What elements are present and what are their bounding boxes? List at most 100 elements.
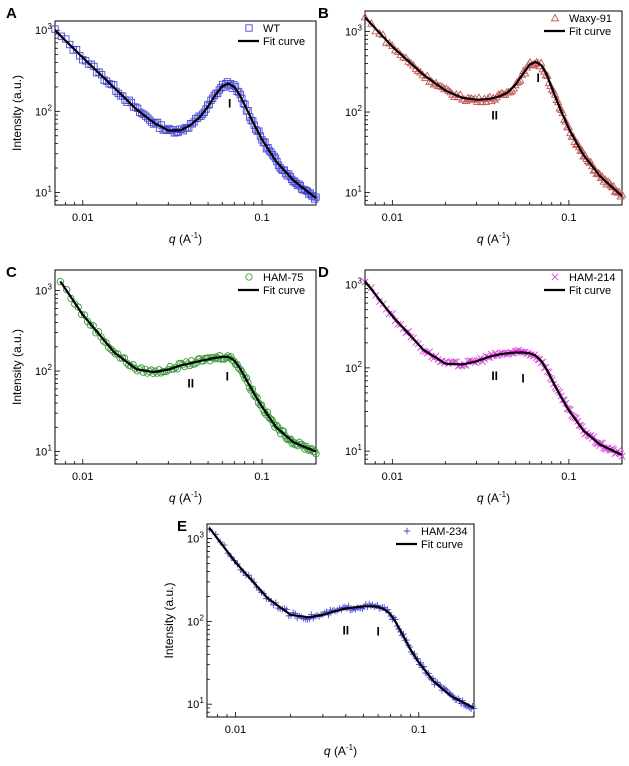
panel-c-data-point <box>275 426 283 434</box>
panel-b-letter: B <box>318 5 329 22</box>
panel-c-data-point <box>236 365 244 374</box>
panel-d-data-point <box>394 320 402 328</box>
panel-c-data-point <box>107 345 115 353</box>
panel-c-data-point <box>244 378 252 387</box>
panel-c-data-point <box>268 416 276 424</box>
panel-c-y-tick-label: 10 <box>35 447 47 459</box>
panel-e-data-point <box>470 705 478 712</box>
panel-c-data-point <box>102 339 110 347</box>
panel-a-data-point <box>119 92 127 100</box>
panel-c-x-tick-label: 0.01 <box>72 471 93 483</box>
panel-b-xlabel: q (A-1) <box>477 231 510 246</box>
panel-a-ylabel: Intensity (a.u.) <box>10 75 24 151</box>
panel-a-fit-curve <box>54 29 317 200</box>
panel-c-y-tick-label: 10 <box>35 366 47 378</box>
panel-c-data-point <box>257 401 266 409</box>
panel-b-y-tick-label: 10 <box>345 188 357 200</box>
panel-e-legend-marker <box>403 527 411 535</box>
panel-a-y-tick-exponent: 1 <box>48 184 53 193</box>
panel-a-legend-label: Fit curve <box>263 36 305 48</box>
panel-a-data-point <box>131 103 140 111</box>
panel-d-data-point <box>590 433 598 441</box>
panel-a-data-point <box>136 108 144 116</box>
panel-e-y-tick-exponent: 2 <box>200 613 205 622</box>
panel-d-legend-marker <box>551 273 559 281</box>
panel-a-peak-label: I <box>228 96 231 110</box>
panel-c-data-point <box>74 303 82 311</box>
panel-d-data-point <box>419 347 427 355</box>
panel-c-data-point <box>97 333 105 341</box>
panel-d-y-tick-label: 10 <box>345 446 357 458</box>
panel-e-y-tick-label: 10 <box>187 699 199 711</box>
panel-b-fit-curve <box>364 16 623 198</box>
panel-a-data-point <box>144 114 152 122</box>
panel-c-data-point <box>86 321 95 329</box>
panel-b-data-point <box>559 114 569 123</box>
panel-b-data-point <box>555 103 564 112</box>
panel-d-x-tick-label: 0.1 <box>561 471 576 483</box>
panel-e-fit-curve <box>208 527 475 709</box>
panel-b-data-point <box>547 84 557 93</box>
panel-a-y-tick-label: 10 <box>35 25 47 37</box>
panel-c-legend-label: HAM-75 <box>263 272 303 284</box>
panel-a-legend-marker <box>245 24 253 32</box>
panel-c-xlabel: q (A-1) <box>169 490 202 505</box>
panel-c-data-point <box>56 277 65 286</box>
panel-c-data-point <box>111 350 120 358</box>
panel-d-y-tick-exponent: 3 <box>358 277 363 286</box>
panel-b-y-tick-label: 10 <box>345 27 357 39</box>
panel-b-legend-label: Fit curve <box>569 26 611 38</box>
panel-c-y-tick-exponent: 1 <box>48 444 53 453</box>
panel-b-y-tick-exponent: 2 <box>358 104 363 113</box>
panel-e-y-tick-exponent: 3 <box>200 531 205 540</box>
panel-a-y-tick-label: 10 <box>35 106 47 118</box>
panel-d-peak-label: I <box>521 371 524 385</box>
panel-d-y-tick-label: 10 <box>345 280 357 292</box>
panel-c-fit-curve <box>59 280 317 453</box>
panel-a-y-tick-exponent: 3 <box>48 22 53 31</box>
panel-d-y-tick-exponent: 1 <box>358 443 363 452</box>
panel-d-letter: D <box>318 264 329 281</box>
panel-b-legend-label: Waxy-91 <box>569 13 612 25</box>
panel-b-data-point <box>568 132 578 141</box>
panel-d-legend-label: HAM-214 <box>569 272 615 284</box>
panel-b-x-tick-label: 0.01 <box>382 212 403 224</box>
panel-c-peak-label: I <box>226 370 229 384</box>
panel-a-data-point <box>105 80 113 88</box>
panel-d-fit-curve <box>364 280 623 456</box>
panel-b-y-tick-exponent: 1 <box>358 185 363 194</box>
panel-e-xlabel: q (A-1) <box>324 743 357 758</box>
panel-c-y-tick-label: 10 <box>35 286 47 298</box>
panel-b-x-tick-label: 0.1 <box>561 212 576 224</box>
panel-b-legend-marker <box>550 13 560 22</box>
panel-a-y-tick-label: 10 <box>35 187 47 199</box>
panel-a-data-point <box>95 68 103 76</box>
panel-c-ylabel: Intensity (a.u.) <box>10 329 24 405</box>
panel-c-data-point <box>310 447 319 456</box>
panel-c-data-point <box>118 354 126 362</box>
panel-a-letter: A <box>6 5 17 22</box>
panel-a-data-point <box>98 71 106 79</box>
panel-d-legend-label: Fit curve <box>569 285 611 297</box>
panel-b-data-point <box>360 12 370 21</box>
panel-e-y-tick-exponent: 1 <box>200 696 205 705</box>
panel-a-legend-label: WT <box>263 23 280 35</box>
panel-e-peak-label: II <box>342 623 349 637</box>
panel-c-frame <box>54 269 317 465</box>
panel-b-peak-label: I <box>536 71 539 85</box>
panel-d-y-tick-exponent: 2 <box>358 360 363 369</box>
panel-c-data-point <box>149 369 157 377</box>
panel-e-legend-label: HAM-234 <box>421 526 467 538</box>
panel-a-xlabel: q (A-1) <box>169 231 202 246</box>
panel-b-y-tick-label: 10 <box>345 107 357 119</box>
panel-c-y-tick-exponent: 3 <box>48 283 53 292</box>
panel-a-data-point <box>51 25 59 33</box>
panel-d-xlabel: q (A-1) <box>477 490 510 505</box>
panel-e-x-tick-label: 0.01 <box>225 724 246 736</box>
panel-c-data-point <box>253 393 261 402</box>
panel-a-data-point <box>142 112 150 120</box>
